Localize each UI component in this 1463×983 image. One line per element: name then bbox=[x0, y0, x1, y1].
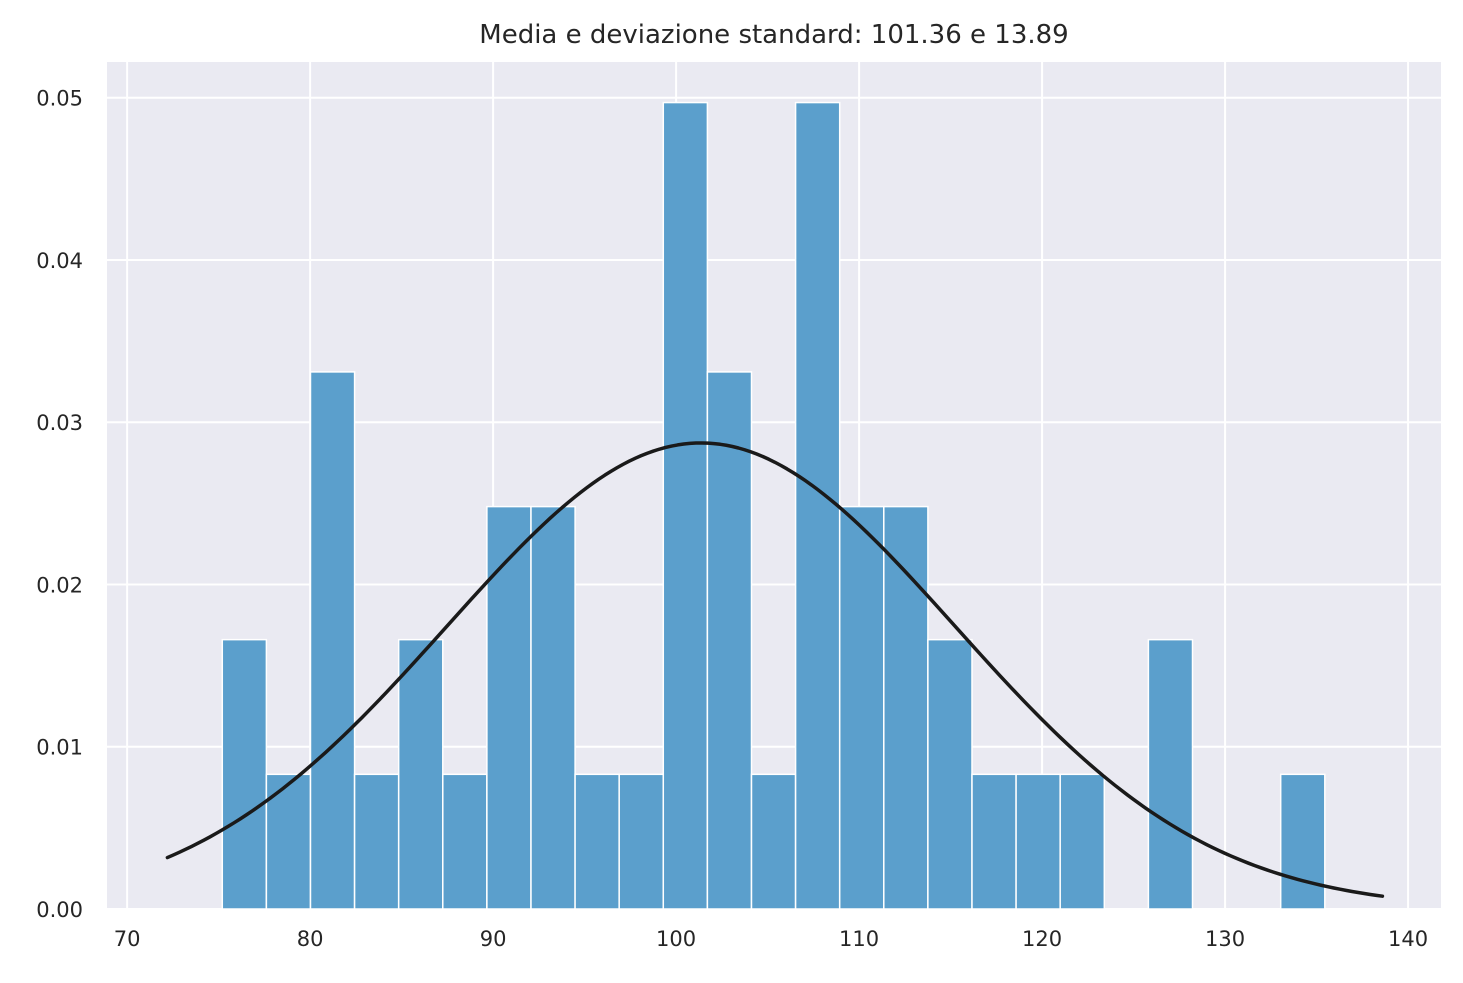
x-tick-label: 120 bbox=[1022, 927, 1062, 951]
histogram-bar bbox=[794, 101, 841, 910]
histogram-bar bbox=[221, 638, 268, 910]
x-tick-label: 130 bbox=[1205, 927, 1245, 951]
y-tick-label: 0.02 bbox=[36, 573, 83, 597]
histogram-bar bbox=[838, 505, 885, 910]
normal-density-curve bbox=[165, 441, 1385, 898]
histogram-bar bbox=[883, 505, 929, 910]
histogram-bar bbox=[1059, 773, 1106, 910]
histogram-bar bbox=[397, 638, 444, 910]
histogram-bars bbox=[221, 101, 1326, 910]
y-tick-label: 0.05 bbox=[36, 87, 83, 111]
histogram-bar bbox=[309, 371, 356, 910]
x-tick-label: 100 bbox=[656, 927, 696, 951]
histogram-bar bbox=[927, 638, 973, 910]
y-tick-label: 0.00 bbox=[36, 898, 83, 922]
x-axis-tick-labels: 70 80 90 100 110 120 130 140 bbox=[114, 927, 1428, 951]
histogram-bar bbox=[1279, 773, 1326, 910]
x-tick-label: 80 bbox=[297, 927, 324, 951]
x-tick-label: 140 bbox=[1388, 927, 1428, 951]
histogram-bar bbox=[574, 773, 620, 910]
x-tick-label: 70 bbox=[114, 927, 141, 951]
histogram-bar bbox=[353, 773, 400, 910]
histogram-bar bbox=[971, 773, 1017, 910]
histogram-bar bbox=[706, 371, 753, 910]
y-axis-tick-labels: 0.00 0.01 0.02 0.03 0.04 0.05 bbox=[36, 87, 83, 922]
x-tick-label: 110 bbox=[839, 927, 879, 951]
histogram-bar bbox=[662, 101, 709, 910]
y-tick-label: 0.01 bbox=[36, 736, 83, 760]
histogram-bar bbox=[618, 773, 665, 910]
histogram-bar bbox=[1015, 773, 1061, 910]
histogram-bar bbox=[442, 773, 488, 910]
y-tick-label: 0.04 bbox=[36, 249, 83, 273]
histogram-bar bbox=[750, 773, 797, 910]
histogram-bar bbox=[486, 505, 532, 910]
chart-title: Media e deviazione standard: 101.36 e 13… bbox=[479, 20, 1068, 50]
y-tick-label: 0.03 bbox=[36, 411, 83, 435]
histogram-bar bbox=[530, 505, 576, 910]
x-tick-label: 90 bbox=[480, 927, 507, 951]
histogram-bar bbox=[1147, 638, 1194, 910]
